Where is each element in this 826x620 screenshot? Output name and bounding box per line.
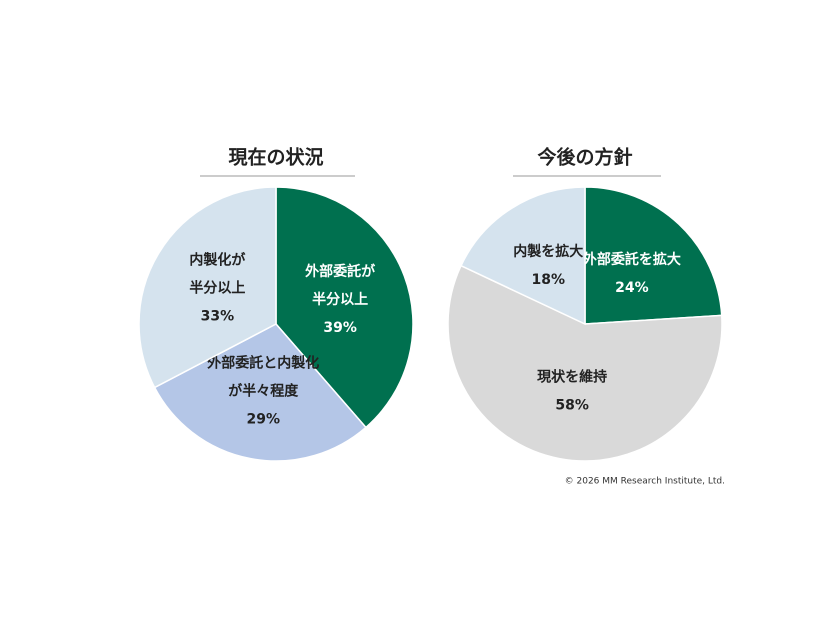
pie-slice: [275, 186, 414, 429]
slice-label: が半々程度: [228, 382, 299, 399]
value-label: 58%: [555, 397, 589, 413]
value-label: 18%: [532, 272, 566, 288]
slice-label: 外部委託を拡大: [583, 251, 681, 268]
slice-label: 内製化が: [189, 252, 246, 269]
pie-slice: [153, 323, 367, 462]
footnote: © 2026 MM Research Institute, Ltd.: [565, 477, 725, 487]
slice-label: 外部委託と内製化: [207, 354, 319, 371]
chart-title: 今後の方針: [536, 146, 632, 169]
pie-slice: [138, 186, 277, 389]
value-label: 29%: [247, 411, 281, 427]
slice-label: 外部委託が: [305, 263, 376, 280]
pie-slice: [460, 186, 586, 326]
pie-slice: [447, 264, 723, 462]
value-label: 39%: [323, 320, 357, 336]
value-label: 24%: [615, 280, 649, 296]
slice-label: 現状を維持: [537, 368, 607, 385]
slice-label: 半分以上: [312, 291, 368, 308]
slice-label: 内製を拡大: [513, 243, 583, 260]
pie-slice: [584, 186, 723, 325]
slice-label: 半分以上: [189, 280, 245, 297]
chart-title: 現在の状況: [228, 146, 323, 169]
value-label: 33%: [201, 309, 235, 325]
